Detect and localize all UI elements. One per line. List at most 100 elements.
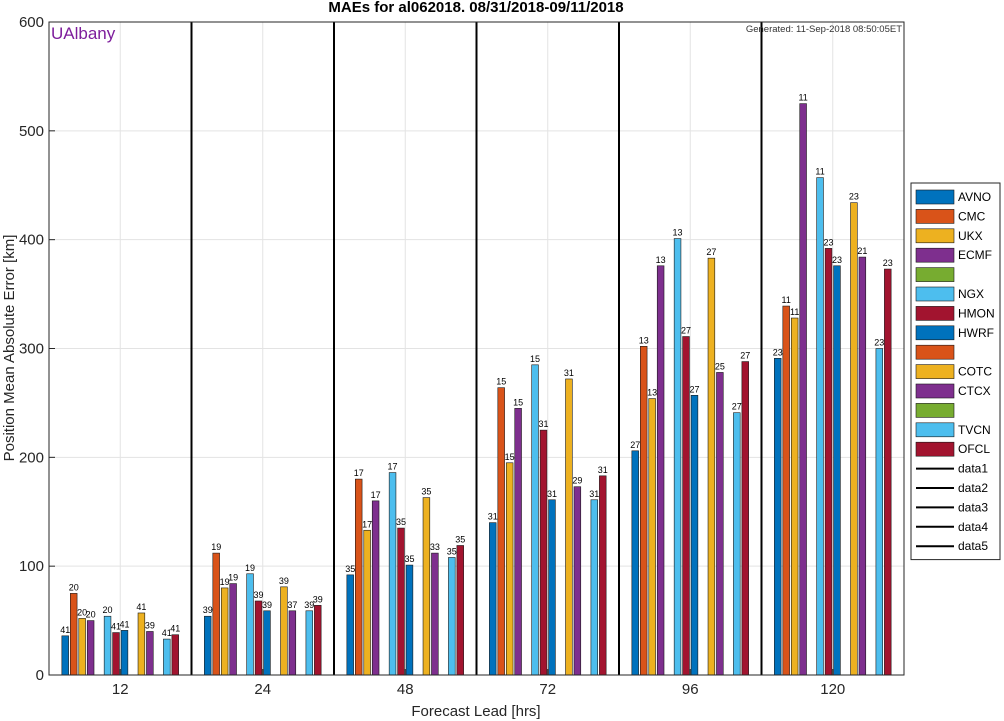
bar [707,257,716,676]
bar-data-label: 25 [715,361,725,371]
bar-data-label: 21 [857,246,867,256]
legend-entry-label: AVNO [958,190,991,204]
bar-data-label: 39 [279,576,289,586]
bar [405,564,414,676]
bar-data-label: 39 [304,600,314,610]
bar [220,587,229,676]
bar [254,600,263,676]
bar [422,497,431,676]
bar [790,317,799,676]
legend-entry-label: COTC [958,365,992,379]
bar-data-label: 41 [60,625,70,635]
bar-data-label: 17 [388,462,398,472]
x-tick-label: 120 [820,681,845,698]
bar [171,634,179,676]
bar-data-label: 27 [740,351,750,361]
bar [673,238,682,676]
generated-timestamp: Generated: 11-Sep-2018 08:50:05ET [746,24,902,35]
x-tick-label: 96 [682,681,699,698]
bar-data-label: 23 [874,338,884,348]
bar-data-label: 11 [782,295,791,305]
x-axis-ticks: 12 24 48 72 96 120 [112,669,845,698]
bar-data-label: 27 [689,384,699,394]
legend-swatch [915,344,955,360]
legend-swatch [915,325,955,341]
bar-data-label: 27 [630,440,640,450]
bar [146,631,154,676]
bar-data-label: 31 [488,512,498,522]
y-axis-ticks: 0 100 200 300 400 500 600 [19,14,55,684]
ualbany-brand-label: UAlbany [51,24,116,43]
bar-data-label: 41 [119,619,129,629]
bar [648,398,656,676]
bar-data-label: 31 [547,489,557,499]
bar [70,593,78,676]
bar [531,364,539,676]
bar [782,305,790,676]
y-tick-label: 100 [19,558,44,575]
bar [314,605,322,676]
chart-title: MAEs for al062018. 08/31/2018-09/11/2018 [328,0,623,16]
bar-data-label: 31 [564,368,574,378]
bar-data-label: 39 [145,620,155,630]
bar-data-label: 29 [572,476,582,486]
bar [875,348,883,676]
bar-data-label: 27 [732,402,742,412]
legend-entry-label: data5 [958,539,988,553]
x-tick-label: 48 [397,681,414,698]
bar-data-label: 15 [530,354,540,364]
bar [774,357,782,676]
bar-data-label: 15 [513,397,523,407]
bar [690,394,699,676]
legend-entry-label: data3 [958,500,988,514]
bar-data-label: 11 [798,93,807,103]
bar-data-label: 39 [254,590,264,600]
bar [229,583,237,676]
bar [280,586,288,676]
y-tick-label: 500 [19,123,44,140]
bar [539,429,548,676]
bar-data-label: 20 [77,607,87,617]
bar-data-label: 17 [371,490,381,500]
legend-swatch [915,403,955,418]
bar-data-label: 23 [832,255,842,265]
legend-entry-label: UKX [958,229,983,243]
legend-entry-label: data2 [958,481,988,495]
legend-swatch [915,189,955,205]
bar [346,574,354,676]
bar [884,268,892,676]
bar-data-label: 31 [539,419,549,429]
legend-entry-label: ECMF [958,248,992,262]
bar [212,552,220,676]
bar [816,177,824,676]
bar-data-label: 39 [262,600,272,610]
bar [833,265,841,676]
bar [824,248,833,676]
bar-data-label: 39 [313,594,323,604]
bar [246,573,254,676]
bar-data-label: 20 [86,610,96,620]
bar [858,256,867,676]
bar [61,635,69,676]
bar-data-label: 11 [790,307,799,317]
bar [799,103,807,676]
legend-entry-label: HWRF [958,326,994,340]
bar-data-label: 19 [228,573,238,583]
bar-data-label: 41 [136,602,146,612]
bar [120,630,129,676]
bar-data-label: 23 [824,237,834,247]
bar-data-label: 23 [883,258,893,268]
bar-data-label: 41 [111,622,121,632]
y-tick-label: 200 [19,449,44,466]
legend-entry-label: OFCL [958,442,990,456]
bar-data-label: 17 [362,519,372,529]
bar [489,522,497,676]
bar-data-label: 11 [815,167,824,177]
bar-data-label: 35 [396,517,406,527]
bar [573,486,582,676]
bar [388,472,397,676]
bar [431,552,439,676]
bar-data-label: 27 [681,326,691,336]
bar [456,545,464,676]
bar [355,478,363,676]
